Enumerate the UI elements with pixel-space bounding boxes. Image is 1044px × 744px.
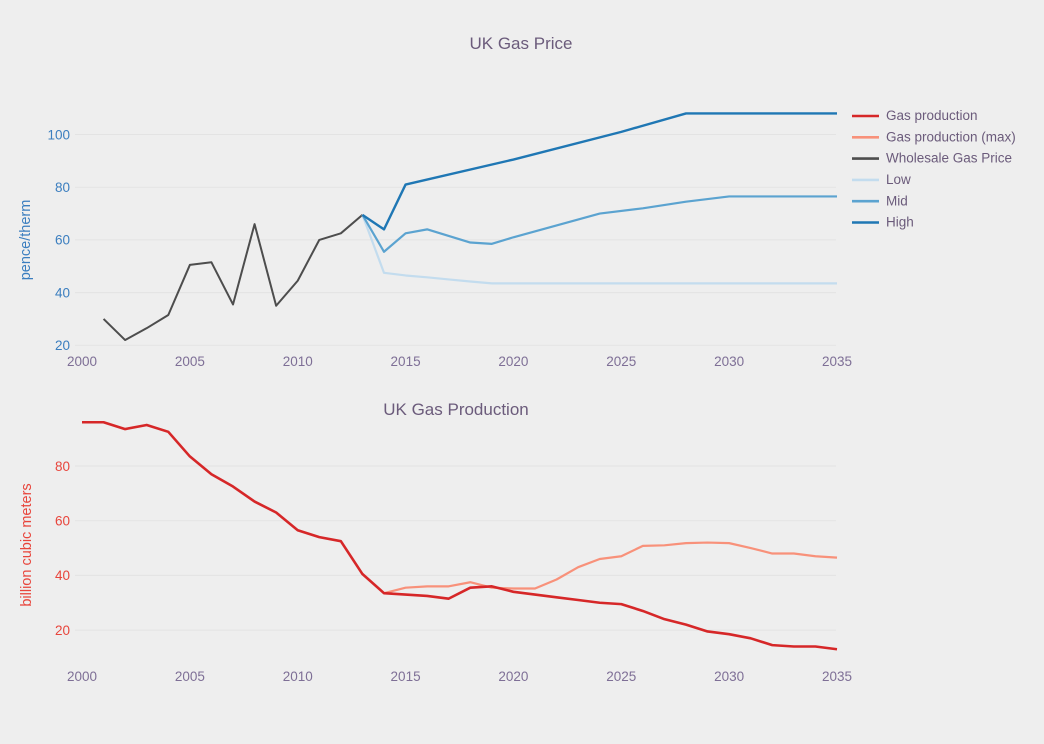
series-line-wholesale-gas-price <box>102 214 364 342</box>
chart-uk-gas-production: 20 40 60 80 2000 2005 2010 2015 2020 2025 2030 203… <box>19 400 852 684</box>
y-tick-label: 60 <box>55 514 70 529</box>
top-chart-title: UK Gas Price <box>470 34 573 53</box>
chart-legend: Gas production Gas production (max) Wholes… <box>852 108 1016 230</box>
bottom-x-tick-labels: 2000 2005 2010 2015 2020 2025 2030 2035 <box>67 669 852 684</box>
y-tick-label: 60 <box>55 233 70 248</box>
top-series-group <box>102 112 837 342</box>
series-line-low <box>361 214 837 285</box>
legend-label-wholesale-gas-price[interactable]: Wholesale Gas Price <box>886 151 1012 166</box>
y-tick-label: 40 <box>55 285 70 300</box>
top-y-tick-labels: 20 40 60 80 100 <box>47 127 70 353</box>
y-tick-label: 20 <box>55 623 70 638</box>
bottom-y-axis-label: billion cubic meters <box>19 483 35 606</box>
x-tick-label: 2035 <box>822 669 852 684</box>
x-tick-label: 2020 <box>498 354 528 369</box>
legend-label-gas-production-max[interactable]: Gas production (max) <box>886 129 1016 144</box>
x-tick-label: 2030 <box>714 354 744 369</box>
bottom-series-group <box>82 420 838 651</box>
series-line-gas-production <box>82 420 838 651</box>
x-tick-label: 2030 <box>714 669 744 684</box>
x-tick-label: 2025 <box>606 669 636 684</box>
y-tick-label: 40 <box>55 568 70 583</box>
x-tick-label: 2015 <box>391 669 421 684</box>
top-x-tick-labels: 2000 2005 2010 2015 2020 2025 2030 2035 <box>67 354 852 369</box>
x-tick-label: 2005 <box>175 669 205 684</box>
y-tick-label: 80 <box>55 459 70 474</box>
x-tick-label: 2000 <box>67 669 97 684</box>
chart-uk-gas-price: 20 40 60 80 100 2000 2005 2010 2015 2020 2025 2030… <box>18 34 852 369</box>
legend-label-gas-production[interactable]: Gas production <box>886 108 978 123</box>
y-tick-label: 100 <box>47 127 70 142</box>
x-tick-label: 2010 <box>283 669 313 684</box>
series-line-high <box>361 112 837 231</box>
series-line-gas-production-max <box>383 541 838 595</box>
y-tick-label: 20 <box>55 338 70 353</box>
series-line-mid <box>361 195 837 253</box>
x-tick-label: 2025 <box>606 354 636 369</box>
legend-label-high[interactable]: High <box>886 215 914 230</box>
x-tick-label: 2035 <box>822 354 852 369</box>
x-tick-label: 2005 <box>175 354 205 369</box>
x-tick-label: 2000 <box>67 354 97 369</box>
top-gridlines <box>75 134 836 346</box>
bottom-chart-title: UK Gas Production <box>383 400 529 419</box>
legend-label-low[interactable]: Low <box>886 172 911 187</box>
top-y-axis-label: pence/therm <box>18 200 34 281</box>
y-tick-label: 80 <box>55 180 70 195</box>
x-tick-label: 2020 <box>498 669 528 684</box>
legend-label-mid[interactable]: Mid <box>886 193 908 208</box>
x-tick-label: 2010 <box>283 354 313 369</box>
x-tick-label: 2015 <box>391 354 421 369</box>
bottom-y-tick-labels: 20 40 60 80 <box>55 459 70 638</box>
